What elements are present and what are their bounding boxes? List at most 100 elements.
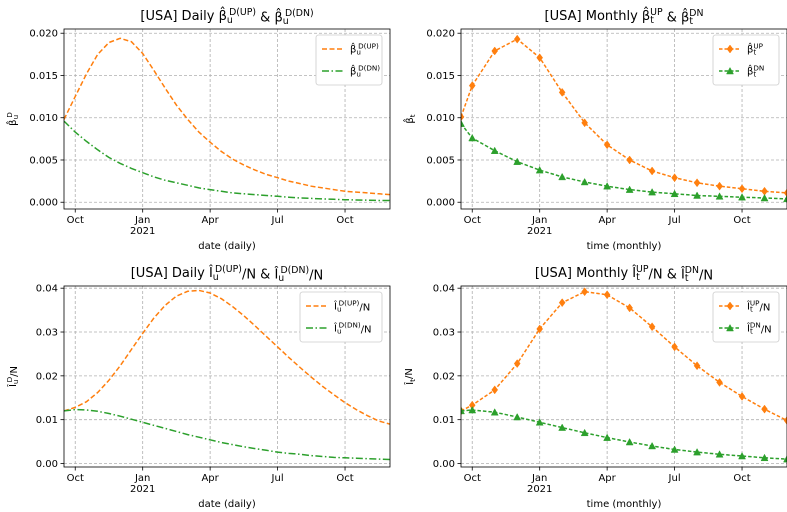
- panel-p2: Oct Jan Apr Jul Oct 2021 0.000 0.005 0.010 0.015 0…: [402, 7, 787, 252]
- axes-frame: [460, 285, 787, 468]
- x-tick-label: Apr: [201, 215, 219, 226]
- x-tick-label: Jan: [531, 215, 547, 226]
- data-point-dn: [760, 193, 769, 202]
- data-point-up: [603, 140, 611, 150]
- series-group: [64, 37, 390, 202]
- legend: ÎtUP/N ÎtDN/N: [712, 291, 780, 343]
- data-point-dn: [490, 408, 499, 416]
- y-tick-label: 0.020: [426, 29, 455, 40]
- data-point-up: [626, 303, 633, 313]
- series-line-dn: [64, 120, 390, 202]
- data-point-dn: [603, 433, 612, 441]
- y-tick-label: 0.01: [36, 415, 58, 426]
- data-point-dn: [603, 182, 612, 190]
- y-tick-label: 0.00: [36, 459, 58, 470]
- x-tick-label: Oct: [464, 473, 481, 484]
- y-tick-label: 0.03: [433, 328, 455, 339]
- data-point-dn: [490, 146, 499, 154]
- y-axis-label: β̂uD: [5, 112, 20, 126]
- series-group: [461, 34, 787, 203]
- legend-label-up: ÎtUP/N: [746, 299, 770, 314]
- x-tick-label: Jul: [271, 473, 284, 484]
- data-point-up: [536, 324, 544, 334]
- legend-label-up: ÎuD(UP)/N: [333, 299, 370, 314]
- data-point-up: [536, 53, 544, 63]
- year-label: 2021: [527, 226, 552, 237]
- legend: ÎuD(UP)/N ÎuD(DN)/N: [299, 291, 383, 343]
- data-point-up: [783, 416, 787, 425]
- data-point-dn: [625, 185, 634, 193]
- chart-title: [USA] Monthly β̂tUP & β̂tDN: [545, 7, 704, 28]
- x-axis-label: date (daily): [198, 499, 256, 510]
- x-tick-label: Apr: [598, 215, 616, 226]
- data-point-up: [603, 290, 611, 300]
- x-tick-label: Jul: [271, 215, 284, 226]
- panel-p4: Oct Jan Apr Jul Oct 2021 0.00 0.01 0.02 0.03 0.04 […: [403, 264, 787, 510]
- year-label: 2021: [130, 484, 155, 495]
- y-tick-label: 0.010: [426, 113, 455, 124]
- series-line-up: [461, 290, 787, 422]
- data-point-up: [468, 81, 476, 91]
- y-tick-label: 0.03: [36, 328, 58, 339]
- data-point-dn: [738, 452, 746, 460]
- y-tick-label: 0.01: [433, 415, 455, 426]
- series-line-up: [461, 38, 787, 194]
- data-point-dn: [693, 448, 701, 456]
- legend-marker-up: [726, 301, 734, 311]
- panel-p1: Oct Jan Apr Jul Oct 2021 0.000 0.005 0.010 0.015 0…: [5, 7, 391, 252]
- panel-p3: Oct Jan Apr Jul Oct 2021 0.00 0.01 0.02 0.03 0.04 […: [5, 264, 391, 510]
- series-line-up: [64, 289, 390, 425]
- x-tick-label: Oct: [336, 473, 353, 484]
- data-point-dn: [461, 119, 465, 127]
- x-tick-label: Jul: [668, 473, 681, 484]
- y-tick-label: 0.020: [29, 29, 58, 40]
- legend-label-dn: ÎtDN/N: [746, 321, 772, 336]
- series-line-dn: [461, 409, 787, 460]
- year-label: 2021: [527, 484, 552, 495]
- y-tick-label: 0.04: [433, 284, 455, 295]
- data-point-up: [513, 34, 521, 44]
- data-point-dn: [580, 428, 589, 437]
- x-axis-label: date (daily): [198, 241, 256, 252]
- data-point-up: [716, 377, 723, 387]
- data-point-dn: [513, 413, 522, 421]
- chart-title: [USA] Monthly ÎtUP/N & ÎtDN/N: [535, 264, 713, 284]
- x-tick-label: Apr: [201, 473, 219, 484]
- data-point-dn: [558, 172, 567, 181]
- x-tick-label: Oct: [733, 473, 750, 484]
- x-tick-label: Oct: [464, 215, 481, 226]
- x-tick-label: Jan: [134, 215, 150, 226]
- legend-box: [299, 291, 383, 343]
- data-point-dn: [648, 441, 657, 450]
- legend-marker-dn: [726, 323, 734, 332]
- data-point-dn: [648, 188, 657, 196]
- series-line-dn: [64, 408, 390, 461]
- data-point-up: [671, 342, 678, 352]
- data-point-up: [491, 385, 499, 395]
- data-point-dn: [670, 189, 679, 198]
- legend-label-dn: β̂tDN: [747, 64, 764, 79]
- data-point-dn: [513, 157, 522, 165]
- data-point-up: [738, 392, 746, 401]
- data-point-dn: [693, 191, 701, 199]
- y-tick-label: 0.010: [29, 113, 58, 124]
- data-point-dn: [468, 133, 477, 142]
- y-tick-label: 0.015: [426, 71, 455, 82]
- data-point-up: [671, 173, 678, 183]
- y-tick-label: 0.02: [36, 371, 58, 382]
- data-point-up: [461, 112, 465, 122]
- legend-marker-dn: [726, 66, 734, 75]
- chart-title: [USA] Daily ÎuD(UP)/N & ÎuD(DN)/N: [131, 264, 324, 284]
- legend-box: [315, 34, 383, 86]
- y-tick-label: 0.000: [29, 198, 58, 209]
- x-axis-label: time (monthly): [587, 241, 662, 252]
- legend: β̂uD(UP) β̂uD(DN): [315, 34, 383, 86]
- data-point-dn: [760, 453, 769, 462]
- axes-frame: [460, 28, 787, 210]
- data-point-dn: [625, 437, 634, 446]
- y-tick-label: 0.005: [426, 155, 455, 166]
- y-axis-label: Ît/N: [403, 368, 417, 386]
- x-tick-label: Oct: [336, 215, 353, 226]
- data-point-dn: [461, 406, 465, 415]
